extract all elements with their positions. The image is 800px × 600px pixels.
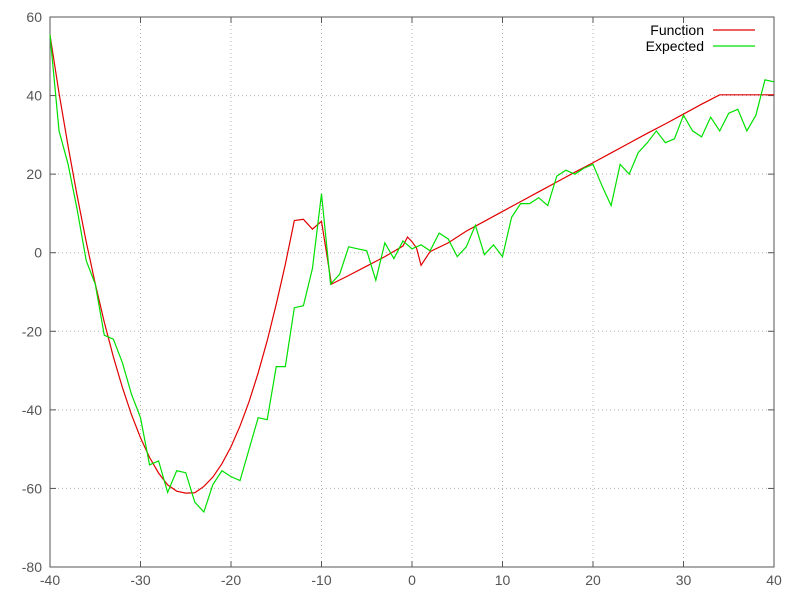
y-tick-label: 0 bbox=[34, 245, 42, 261]
x-tick-label: 40 bbox=[766, 572, 782, 588]
axis-ticks: -40 -30 -20 -10 0 10 20 30 40 -80 -60 -40 -20 0 20 40 60 bbox=[22, 9, 782, 588]
x-tick-label: -40 bbox=[40, 572, 60, 588]
plot-frame bbox=[49, 16, 775, 568]
y-tick-label: 40 bbox=[26, 88, 42, 104]
x-tick-label: 20 bbox=[585, 572, 601, 588]
x-tick-label: -30 bbox=[130, 572, 150, 588]
x-tick-label: 30 bbox=[676, 572, 692, 588]
y-tick-label: -80 bbox=[22, 559, 42, 575]
series-line-function bbox=[49, 34, 774, 494]
y-tick-label: -60 bbox=[22, 480, 42, 496]
y-tick-label: 20 bbox=[26, 166, 42, 182]
x-tick-label: -10 bbox=[311, 572, 331, 588]
y-tick-label: -20 bbox=[22, 323, 42, 339]
y-tick-label: -40 bbox=[22, 402, 42, 418]
grid-lines bbox=[50, 17, 774, 567]
x-tick-label: 0 bbox=[408, 572, 416, 588]
legend-label-expected: Expected bbox=[646, 38, 704, 54]
x-tick-label: 10 bbox=[495, 572, 511, 588]
legend-label-function: Function bbox=[650, 22, 704, 38]
series-lines bbox=[49, 34, 775, 514]
y-tick-label: 60 bbox=[26, 9, 42, 25]
x-tick-label: -20 bbox=[221, 572, 241, 588]
series-line-expected bbox=[49, 34, 775, 514]
